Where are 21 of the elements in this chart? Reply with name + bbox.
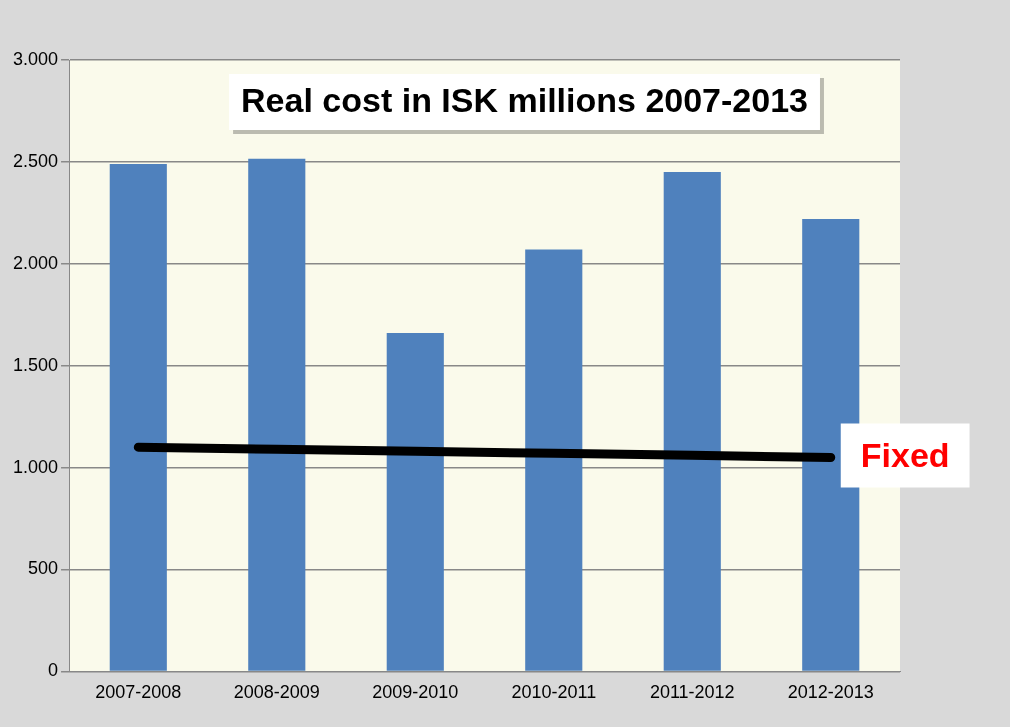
y-tick-label: 3.000: [13, 48, 59, 69]
bar: [248, 158, 306, 671]
x-tick-label: 2012-2013: [787, 682, 874, 703]
x-tick-label: 2007-2008: [95, 682, 182, 703]
y-tick-label: 1.500: [13, 354, 59, 375]
bar: [386, 333, 444, 671]
y-tick-label: 2.000: [13, 252, 59, 273]
bar: [525, 249, 583, 671]
x-tick-label: 2010-2011: [511, 682, 597, 703]
bar: [109, 163, 167, 671]
bar: [663, 172, 721, 671]
x-tick-label: 2009-2010: [372, 682, 459, 703]
y-tick-label: 1.000: [13, 456, 59, 477]
x-tick-label: 2011-2012: [649, 682, 735, 703]
y-tick-label: 2.500: [13, 150, 59, 171]
y-tick-label: 500: [28, 558, 59, 579]
text: Real cost in ISK millions 2007-2013: [241, 81, 808, 120]
y-tick-label: 0: [48, 660, 59, 681]
series-label: Fixed: [860, 435, 950, 474]
bar: [802, 218, 860, 671]
x-tick-label: 2008-2009: [233, 682, 320, 703]
